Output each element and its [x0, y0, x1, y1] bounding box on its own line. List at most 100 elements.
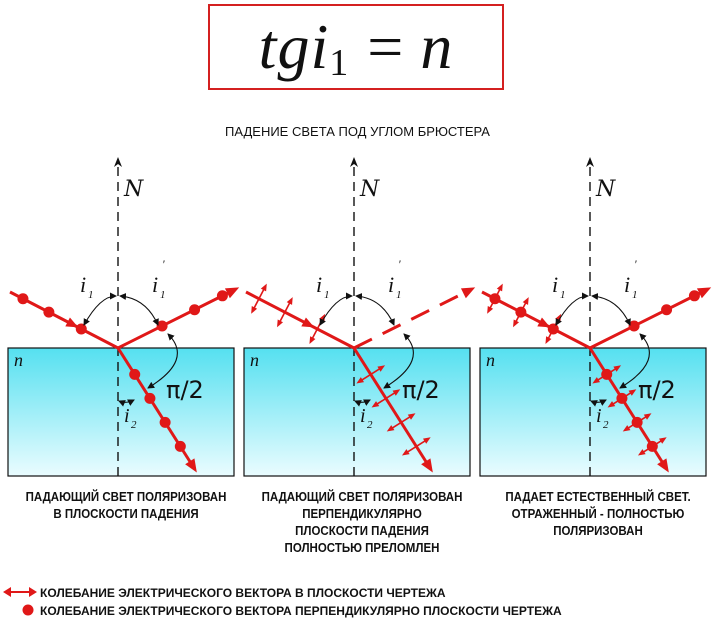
label-prime-mark: ' [162, 257, 165, 271]
incident-ray-arrowhead [301, 317, 315, 328]
polarization-double-arrow [487, 283, 503, 314]
double-arrow-head [658, 437, 667, 444]
polarization-dot [628, 320, 640, 332]
formula-main: tgi [258, 11, 330, 82]
double-arrow-head [545, 336, 552, 345]
incident-ray-arrowhead [537, 317, 551, 328]
label-i1-prime-sub: 1 [160, 289, 166, 301]
polarization-double-arrow [622, 413, 652, 432]
incident-ray [481, 290, 591, 350]
double-arrow-head [251, 306, 258, 314]
double-arrow-shaft [642, 439, 663, 453]
polarization-dot [17, 293, 29, 305]
polarization-dot [661, 304, 673, 316]
polarization-double-arrow [401, 437, 431, 456]
polarization-dot [43, 306, 55, 318]
formula-sub: 1 [329, 42, 350, 84]
refracted-ray [352, 347, 432, 469]
label-i2: i [360, 405, 366, 427]
angle-arc-right [147, 333, 178, 389]
double-arrow-head [522, 297, 529, 305]
refracted-ray-arrowhead [657, 458, 669, 473]
label-right-angle: π/2 [402, 376, 440, 404]
medium-label: n [486, 350, 495, 370]
reflected-ray [589, 288, 707, 350]
caption-line: ПАДАЮЩИЙ СВЕТ ПОЛЯРИЗОВАН [25, 490, 227, 504]
panel-3: nNi 1 i 1'π/2i 2 [479, 157, 712, 477]
double-arrow-head [401, 449, 410, 456]
double-arrow-shaft [627, 415, 647, 429]
double-arrow-head [277, 319, 284, 328]
label-i1: i [316, 272, 322, 297]
double-arrow-shaft [311, 318, 324, 340]
polarization-double-arrow [607, 389, 637, 408]
angle-arc-right [619, 333, 650, 389]
caption-line: ПАДАЮЩИЙ СВЕТ ПОЛЯРИЗОВАН [261, 490, 463, 504]
incident-ray [9, 290, 119, 350]
polarization-dot [75, 323, 87, 335]
reflected-ray [117, 288, 235, 350]
double-arrow-head [496, 283, 503, 292]
angle-arc-i2 [118, 399, 135, 407]
double-arrow-head [309, 336, 316, 345]
incident-ray [245, 290, 355, 350]
polarization-double-arrow [371, 389, 401, 408]
double-arrow-head [592, 377, 601, 384]
caption-line: ПЛОСКОСТИ ПАДЕНИЯ [295, 524, 429, 538]
label-i2-sub: 2 [131, 419, 137, 431]
double-arrow-head [487, 306, 494, 314]
page-title: ПАДЕНИЕ СВЕТА ПОД УГЛОМ БРЮСТЕРА [225, 124, 490, 139]
legend-arrow-symbol [3, 587, 37, 597]
angle-arc-i2 [590, 399, 607, 407]
reflected-ray [353, 290, 467, 350]
caption-panel-1: ПАДАЮЩИЙ СВЕТ ПОЛЯРИЗОВАН В ПЛОСКОСТИ ПАД… [17, 489, 234, 523]
incident-ray-arrowhead [65, 317, 79, 328]
angle-arc-i1 [83, 292, 117, 326]
label-i2: i [124, 405, 130, 427]
label-i1-prime-sub: 1 [396, 289, 402, 301]
double-arrow-head [356, 377, 365, 384]
double-arrow-shaft [406, 439, 427, 453]
legend-dots-text: КОЛЕБАНИЕ ЭЛЕКТРИЧЕСКОГО ВЕКТОРА ПЕРПЕНД… [40, 604, 562, 618]
double-arrow-head [286, 297, 293, 305]
polarization-dot [688, 290, 700, 302]
medium-label: n [14, 350, 23, 370]
label-i1: i [80, 272, 86, 297]
polarization-dot [216, 290, 228, 302]
label-i1-prime: i [388, 272, 394, 297]
formula-rhs: n [420, 11, 454, 82]
panel-1: nNi 1 i 1'π/2i 2 [7, 157, 240, 477]
angle-arc-i1-prime [119, 292, 159, 326]
label-i1-sub: 1 [560, 289, 566, 301]
medium-block [479, 347, 707, 477]
medium-label: n [250, 350, 259, 370]
legend-dot-symbol [22, 604, 34, 616]
double-arrow-shaft [253, 288, 265, 309]
double-arrow-head [392, 389, 401, 396]
label-i2-sub: 2 [603, 419, 609, 431]
double-arrow-head [637, 449, 646, 456]
polarization-double-arrow [513, 297, 529, 328]
label-i1: i [552, 272, 558, 297]
refracted-ray-arrowhead [421, 458, 433, 473]
polarization-double-arrow [637, 437, 667, 456]
label-i1-prime: i [624, 272, 630, 297]
polarization-double-arrow [309, 313, 326, 345]
polarization-dot [129, 368, 141, 380]
legend-arrows-text: КОЛЕБАНИЕ ЭЛЕКТРИЧЕСКОГО ВЕКТОРА В ПЛОСК… [40, 586, 446, 600]
double-arrow-head [386, 425, 395, 432]
caption-line: В ПЛОСКОСТИ ПАДЕНИЯ [53, 507, 199, 521]
normal-label: N [595, 177, 616, 202]
polarization-dot [144, 392, 156, 404]
label-right-angle: π/2 [638, 376, 676, 404]
double-arrow-shaft [596, 367, 617, 381]
polarization-double-arrow [251, 283, 267, 314]
label-prime-mark: ' [634, 257, 637, 271]
double-arrow-head [628, 389, 637, 396]
caption-line: ПОЛНОСТЬЮ ПРЕЛОМЛЕН [284, 541, 440, 555]
medium-block [243, 347, 471, 477]
normal-label: N [123, 177, 144, 202]
panel-2: nNi 1 i 1'π/2i 2 [243, 157, 476, 477]
double-arrow-head [513, 319, 520, 328]
caption-line: ПЕРПЕНДИКУЛЯРНО [302, 507, 422, 521]
